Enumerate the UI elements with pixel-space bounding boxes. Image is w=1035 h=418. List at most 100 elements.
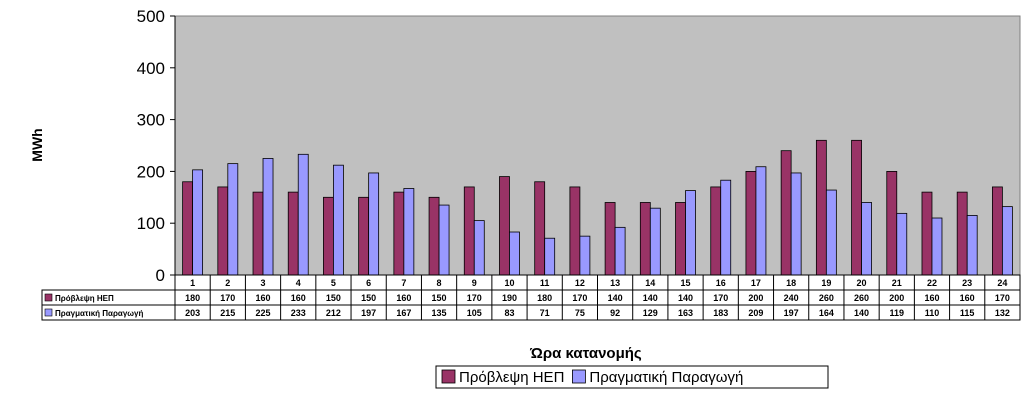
x-tick-label: 1: [190, 278, 195, 288]
data-label: 170: [713, 293, 728, 303]
bar-series-2: [720, 179, 732, 276]
bar-series-2: [649, 207, 661, 276]
data-label: 200: [889, 293, 904, 303]
bar-series-1: [851, 139, 862, 276]
data-label: 129: [643, 308, 658, 318]
data-label: 180: [185, 293, 200, 303]
bar-series-2: [861, 202, 872, 276]
bar-series-2: [192, 169, 204, 276]
bar-series-2: [262, 158, 274, 276]
data-label: 170: [995, 293, 1010, 303]
bar-series-2: [685, 190, 696, 276]
bar-series-2: [579, 235, 591, 276]
data-label: 160: [924, 293, 939, 303]
data-label: 110: [925, 308, 940, 318]
x-tick-label: 24: [997, 278, 1007, 288]
data-label: 190: [502, 293, 517, 303]
data-label: 197: [361, 308, 376, 318]
y-tick-label: 0: [156, 266, 165, 285]
x-tick-label: 14: [645, 278, 655, 288]
data-label: 215: [220, 308, 235, 318]
data-label: 209: [748, 308, 763, 318]
bar-series-2: [790, 172, 802, 276]
bar-series-2: [614, 226, 626, 276]
data-label: 200: [748, 293, 763, 303]
bar-series-1: [217, 186, 229, 276]
y-tick-label: 400: [137, 59, 165, 78]
bar-series-1: [921, 191, 933, 276]
data-label: 140: [678, 293, 693, 303]
data-label: 75: [575, 308, 585, 318]
bar-series-1: [780, 150, 792, 276]
legend-label: Πρόβλεψη ΗΕΠ: [459, 369, 564, 386]
data-label: 203: [185, 308, 200, 318]
x-tick-label: 11: [540, 278, 550, 288]
data-label: 163: [678, 308, 693, 318]
bar-series-1: [639, 202, 651, 276]
x-tick-label: 13: [610, 278, 620, 288]
bar-series-2: [931, 217, 943, 276]
data-label: 160: [960, 293, 975, 303]
data-label: 135: [432, 308, 447, 318]
y-tick-label: 100: [137, 214, 165, 233]
table-series-swatch: [44, 293, 53, 302]
bar-series-2: [966, 215, 978, 276]
bar-series-2: [297, 153, 309, 276]
legend: Πρόβλεψη ΗΕΠ Πραγματική Παραγωγή: [435, 365, 829, 389]
data-label: 240: [784, 293, 799, 303]
x-tick-label: 17: [751, 278, 761, 288]
y-tick-label: 300: [137, 111, 165, 130]
bar-series-1: [252, 191, 264, 276]
legend-box: [435, 365, 829, 389]
x-axis-title: Ώρα κατανομής: [529, 345, 642, 362]
data-label: 167: [396, 308, 411, 318]
data-label: 183: [713, 308, 728, 318]
legend-label: Πραγματική Παραγωγή: [589, 369, 743, 386]
data-label: 164: [819, 308, 834, 318]
x-tick-label: 8: [437, 278, 442, 288]
bar-series-1: [675, 202, 686, 276]
bar-series-1: [710, 186, 722, 276]
data-label: 119: [890, 308, 905, 318]
bar-series-1: [287, 191, 299, 276]
bar-series-1: [745, 170, 757, 276]
data-label: 150: [432, 293, 447, 303]
data-label: 150: [361, 293, 376, 303]
x-tick-label: 16: [716, 278, 726, 288]
legend-swatch: [441, 369, 456, 384]
bar-series-1: [956, 191, 968, 276]
bar-series-1: [991, 186, 1003, 276]
bar-series-1: [428, 196, 440, 276]
bar-series-1: [393, 191, 405, 276]
data-label: 140: [608, 293, 623, 303]
data-label: 160: [291, 293, 306, 303]
bar-series-2: [1001, 206, 1013, 276]
data-label: 170: [220, 293, 235, 303]
bar-series-2: [227, 163, 239, 276]
data-label: 260: [854, 293, 869, 303]
x-tick-label: 9: [472, 278, 477, 288]
data-label: 170: [467, 293, 482, 303]
x-tick-label: 12: [575, 278, 585, 288]
data-label: 260: [819, 293, 834, 303]
data-label: 197: [784, 308, 799, 318]
plot-area: [174, 15, 1021, 276]
table-series-swatch: [44, 308, 53, 317]
y-tick-label: 500: [137, 7, 165, 26]
bar-series-1: [815, 139, 827, 276]
bar-series-1: [569, 186, 581, 276]
x-tick-label: 3: [261, 278, 266, 288]
bar-series-2: [509, 231, 520, 276]
data-label: 233: [291, 308, 306, 318]
data-label: 150: [326, 293, 341, 303]
bar-series-2: [438, 204, 450, 276]
x-tick-label: 6: [366, 278, 371, 288]
data-label: 212: [326, 308, 341, 318]
legend-swatch: [572, 369, 586, 384]
table-series-name: Πραγματική Παραγωγή: [55, 309, 143, 318]
data-label: 160: [396, 293, 411, 303]
data-label: 71: [540, 308, 550, 318]
x-tick-label: 10: [504, 278, 514, 288]
x-tick-label: 5: [331, 278, 336, 288]
